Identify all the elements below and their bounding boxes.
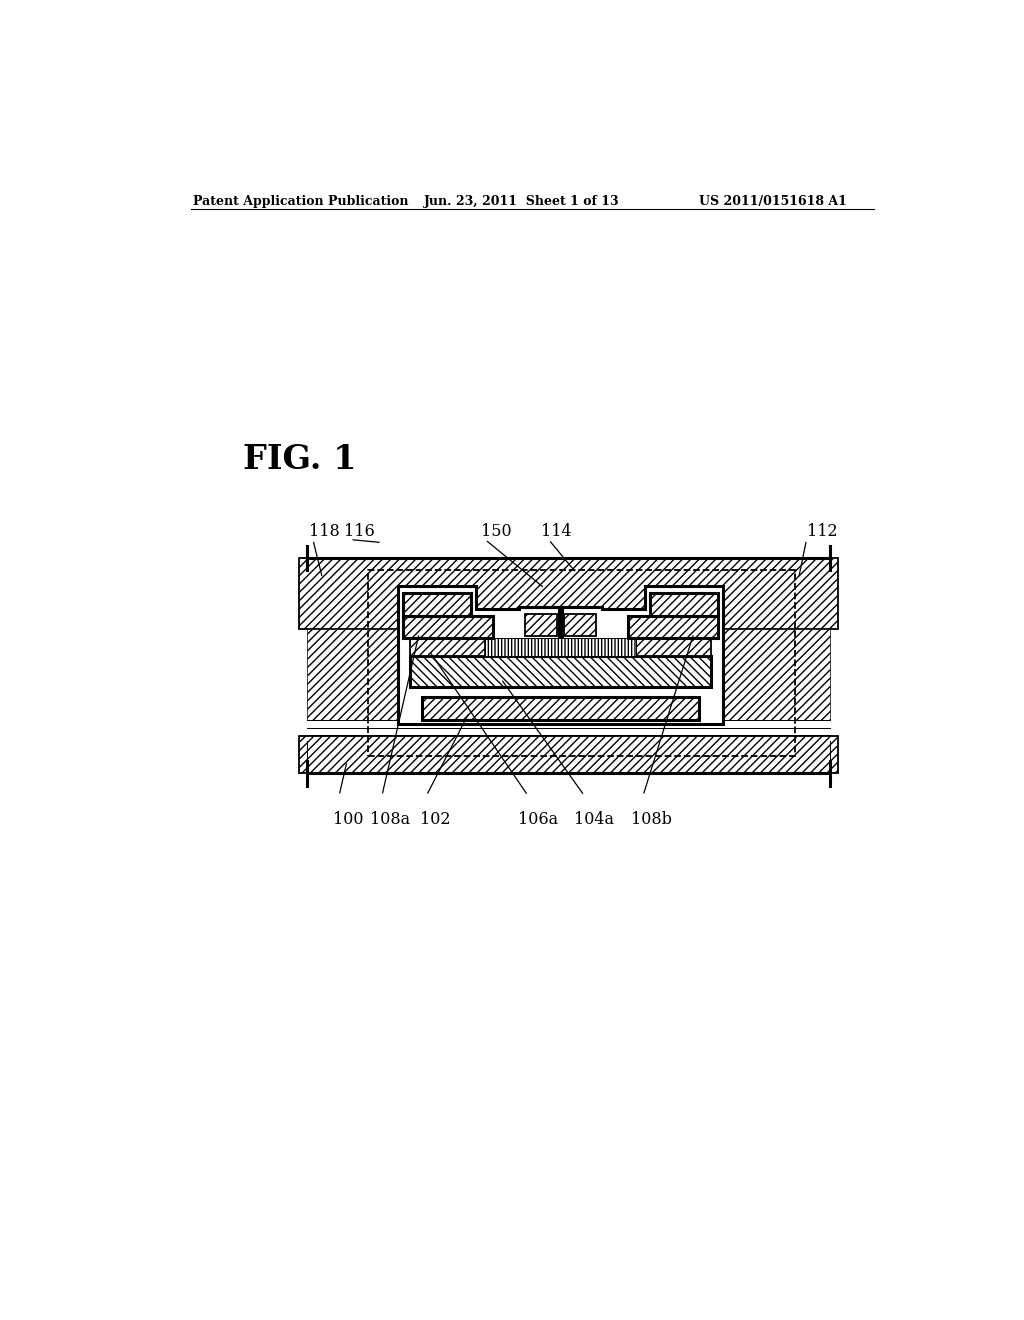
Polygon shape [628, 615, 718, 638]
Text: 150: 150 [481, 523, 512, 540]
Polygon shape [422, 697, 699, 721]
Polygon shape [306, 630, 830, 721]
Text: 118: 118 [309, 523, 340, 540]
Text: 112: 112 [807, 523, 838, 540]
Polygon shape [410, 656, 712, 686]
Polygon shape [636, 638, 712, 656]
Polygon shape [299, 558, 839, 630]
Polygon shape [650, 594, 718, 615]
Polygon shape [403, 615, 494, 638]
Polygon shape [422, 697, 699, 721]
Polygon shape [299, 735, 839, 774]
Text: FIG. 1: FIG. 1 [243, 444, 356, 477]
Polygon shape [564, 614, 596, 636]
Text: 116: 116 [344, 523, 375, 540]
Text: US 2011/0151618 A1: US 2011/0151618 A1 [699, 195, 847, 209]
Polygon shape [397, 586, 723, 725]
Polygon shape [524, 614, 557, 636]
Text: 106a: 106a [518, 810, 558, 828]
Text: 102: 102 [420, 810, 451, 828]
Text: 108a: 108a [370, 810, 411, 828]
Polygon shape [524, 614, 557, 636]
Polygon shape [564, 614, 596, 636]
Text: 100: 100 [333, 810, 364, 828]
Polygon shape [410, 656, 712, 686]
Polygon shape [628, 615, 718, 638]
Polygon shape [476, 615, 645, 656]
Polygon shape [636, 638, 712, 656]
Polygon shape [650, 594, 718, 615]
Polygon shape [403, 594, 471, 615]
Polygon shape [403, 615, 494, 638]
Polygon shape [485, 638, 636, 656]
Text: Patent Application Publication: Patent Application Publication [194, 195, 409, 209]
Polygon shape [485, 638, 636, 656]
Text: 108b: 108b [631, 810, 672, 828]
Polygon shape [410, 638, 485, 656]
Polygon shape [403, 594, 471, 615]
Polygon shape [410, 638, 485, 656]
Text: 104a: 104a [574, 810, 614, 828]
Text: 114: 114 [541, 523, 571, 540]
Text: Jun. 23, 2011  Sheet 1 of 13: Jun. 23, 2011 Sheet 1 of 13 [424, 195, 620, 209]
